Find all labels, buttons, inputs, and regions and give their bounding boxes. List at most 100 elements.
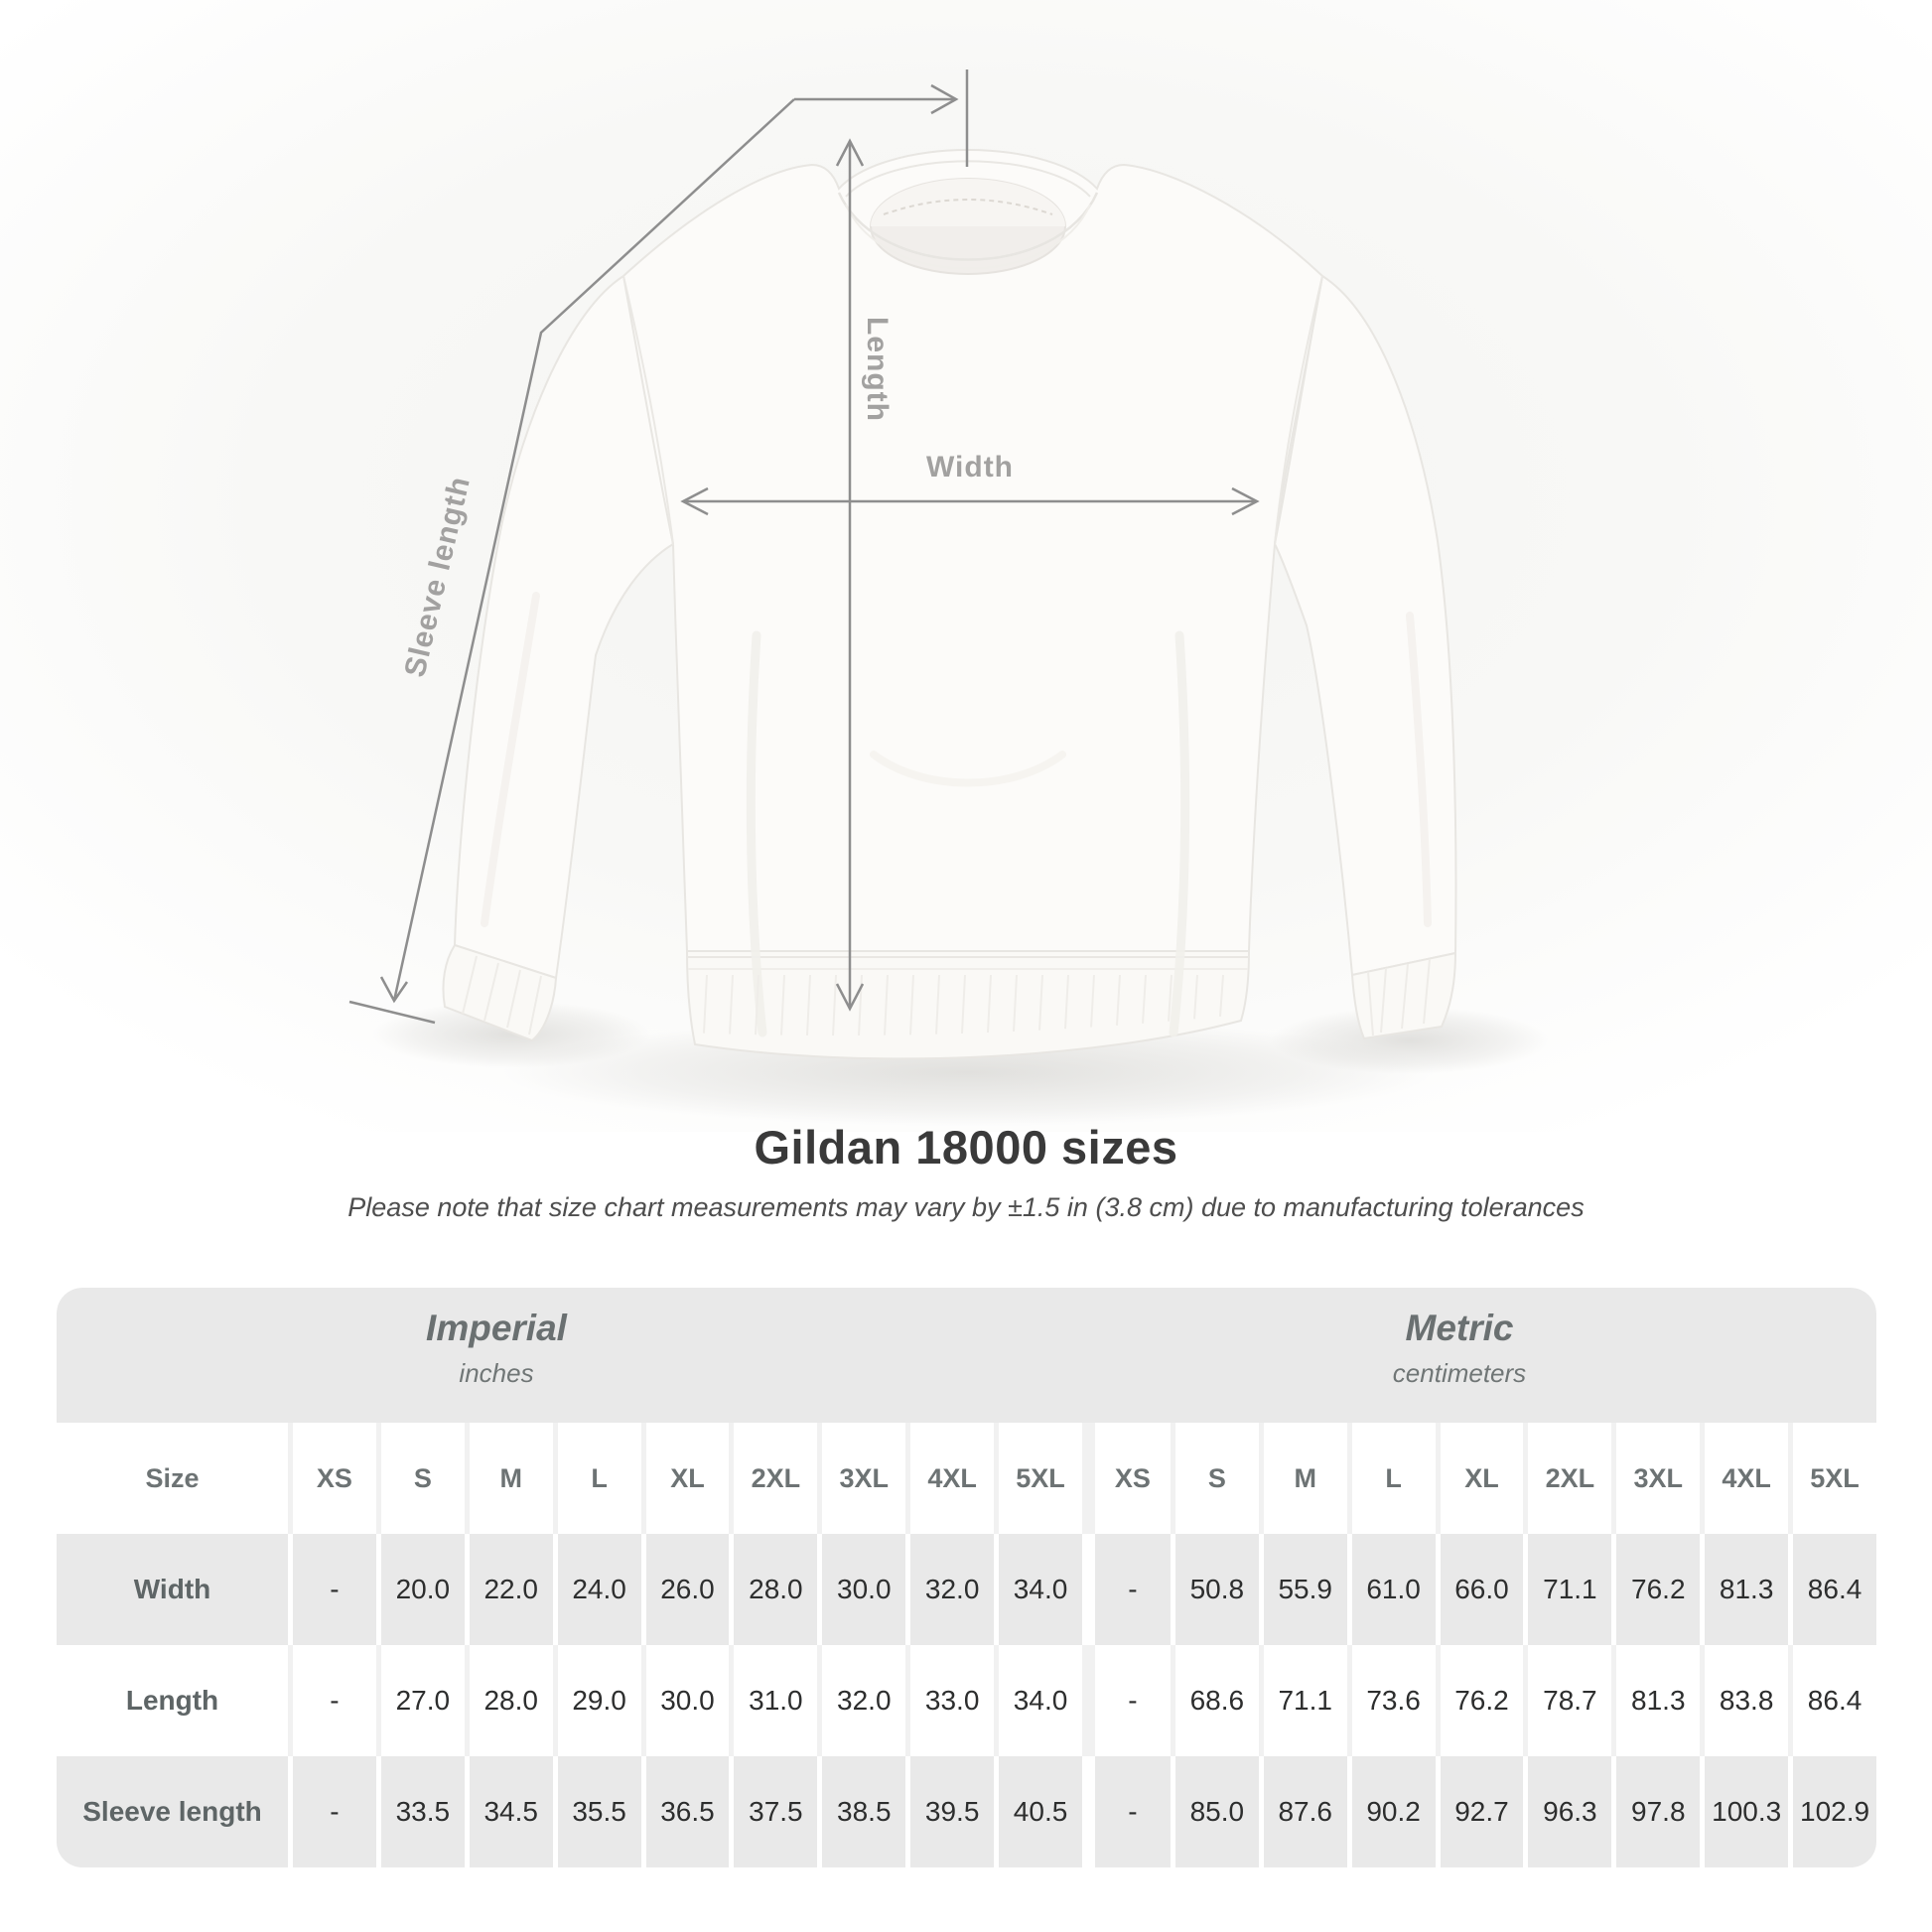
sleeve-arrowhead-icon	[379, 976, 409, 1004]
cell-width-imperial-s: 20.0	[375, 1534, 465, 1645]
col-header-3xl-imperial: 3XL	[817, 1423, 906, 1534]
collar-body-stitch	[845, 204, 1091, 270]
cell-width-metric-l: 61.0	[1346, 1534, 1436, 1645]
row-label-width: Width	[57, 1534, 288, 1645]
metric-label: Metric	[1405, 1308, 1514, 1348]
col-header-4xl-metric: 4XL	[1700, 1423, 1789, 1534]
col-header-5xl-metric: 5XL	[1788, 1423, 1876, 1534]
cell-width-imperial-5xl: 34.0	[994, 1534, 1082, 1645]
hem-rib-line	[729, 974, 734, 1035]
cell-width-imperial-3xl: 30.0	[817, 1534, 906, 1645]
col-header-3xl-metric: 3XL	[1611, 1423, 1701, 1534]
hem-ribs	[703, 974, 1224, 1036]
imperial-unit: inches	[459, 1358, 534, 1388]
cell-sleeve-length-metric-2xl: 96.3	[1523, 1756, 1612, 1867]
size-table-grid: Size XS S M L XL 2XL 3XL 4XL 5XL XS S M L XL 2XL 3XL 4XL 5…	[57, 1423, 1876, 1867]
col-header-l-metric: L	[1346, 1423, 1436, 1534]
col-header-l-imperial: L	[552, 1423, 641, 1534]
hem-rib-line	[780, 974, 785, 1035]
cell-length-imperial-2xl: 31.0	[729, 1645, 818, 1756]
cell-length-metric-xl: 76.2	[1435, 1645, 1524, 1756]
collar-back-panel	[871, 179, 1065, 226]
cell-width-imperial-xl: 26.0	[640, 1534, 730, 1645]
caption-block: Gildan 18000 sizes Please note that size…	[0, 1120, 1932, 1223]
hem-rib-line	[1168, 974, 1173, 1022]
hem-rib-line	[1142, 974, 1147, 1024]
cell-sleeve-length-metric-m: 87.6	[1258, 1756, 1347, 1867]
col-header-4xl-imperial: 4XL	[905, 1423, 995, 1534]
right-cuff	[1350, 951, 1457, 1040]
col-header-5xl-imperial: 5XL	[994, 1423, 1082, 1534]
row-label-sleeve-length: Sleeve length	[57, 1756, 288, 1867]
row-label-length: Length	[57, 1645, 288, 1756]
cell-length-imperial-3xl: 32.0	[817, 1645, 906, 1756]
cell-length-imperial-l: 29.0	[552, 1645, 641, 1756]
cell-sleeve-length-imperial-xl: 36.5	[640, 1756, 730, 1867]
length-label: Length	[861, 317, 894, 422]
cell-length-imperial-m: 28.0	[464, 1645, 553, 1756]
cell-width-imperial-l: 24.0	[552, 1534, 641, 1645]
right-arrowhead-icon	[930, 83, 959, 115]
sleeve-length-line	[392, 98, 795, 1002]
hem-rib-line	[1193, 974, 1198, 1020]
hem-rib-line	[1064, 974, 1069, 1030]
imperial-label: Imperial	[426, 1308, 567, 1348]
cell-sleeve-length-imperial-2xl: 37.5	[729, 1756, 818, 1867]
col-header-xl-imperial: XL	[640, 1423, 730, 1534]
hem-rib-line	[1219, 974, 1224, 1017]
cell-width-imperial-4xl: 32.0	[905, 1534, 995, 1645]
cell-length-metric-4xl: 83.8	[1700, 1645, 1789, 1756]
fold-right	[1169, 630, 1190, 1037]
length-up-arrowhead-icon	[835, 138, 865, 167]
cell-width-imperial-2xl: 28.0	[729, 1534, 818, 1645]
size-column-header: Size	[57, 1423, 288, 1534]
cell-sleeve-length-metric-5xl: 102.9	[1788, 1756, 1876, 1867]
cell-sleeve-length-imperial-5xl: 40.5	[994, 1756, 1082, 1867]
width-label: Width	[926, 451, 1014, 483]
cell-length-metric-s: 68.6	[1170, 1645, 1259, 1756]
col-header-m-metric: M	[1258, 1423, 1347, 1534]
cell-sleeve-length-metric-xl: 92.7	[1435, 1756, 1524, 1867]
size-table: Imperial inches Metric centimeters Size X…	[57, 1288, 1876, 1867]
col-header-2xl-metric: 2XL	[1523, 1423, 1612, 1534]
cell-length-metric-5xl: 86.4	[1788, 1645, 1876, 1756]
cell-width-metric-xs: -	[1081, 1534, 1171, 1645]
unit-group-band: Imperial inches Metric centimeters	[57, 1288, 1876, 1423]
width-left-arrowhead-icon	[680, 486, 709, 516]
left-cuff-shadow	[372, 1001, 650, 1068]
cell-width-metric-3xl: 76.2	[1611, 1534, 1701, 1645]
col-header-2xl-imperial: 2XL	[729, 1423, 818, 1534]
cuff-ribs	[462, 955, 1431, 1036]
collar	[837, 160, 1099, 275]
tolerance-note: Please note that size chart measurements…	[347, 1192, 1585, 1222]
cell-length-metric-m: 71.1	[1258, 1645, 1347, 1756]
cell-width-metric-s: 50.8	[1170, 1534, 1259, 1645]
right-cuff-shadow	[1271, 1007, 1549, 1074]
collar-body-seam	[837, 192, 1099, 261]
cell-sleeve-length-metric-l: 90.2	[1346, 1756, 1436, 1867]
cell-sleeve-length-metric-s: 85.0	[1170, 1756, 1259, 1867]
length-down-arrowhead-icon	[835, 983, 865, 1012]
measurement-lines	[348, 69, 1260, 1025]
hem-rib-line	[1090, 974, 1095, 1028]
cell-width-metric-2xl: 71.1	[1523, 1534, 1612, 1645]
body-panel	[621, 149, 1324, 952]
cell-length-imperial-5xl: 34.0	[994, 1645, 1082, 1756]
hem-rib-line	[806, 974, 811, 1035]
cell-sleeve-length-metric-4xl: 100.3	[1700, 1756, 1789, 1867]
col-header-xs-imperial: XS	[288, 1423, 376, 1534]
hem-rib-line	[961, 974, 966, 1035]
metric-group-header: Metric centimeters	[1142, 1288, 1777, 1389]
hem-rib-line	[1116, 974, 1121, 1026]
left-cuff	[442, 943, 558, 1042]
cell-width-metric-5xl: 86.4	[1788, 1534, 1876, 1645]
hem-band	[685, 950, 1251, 1060]
cell-sleeve-length-metric-xs: -	[1081, 1756, 1171, 1867]
cell-sleeve-length-metric-3xl: 97.8	[1611, 1756, 1701, 1867]
hem-rib-line	[1013, 974, 1018, 1032]
cell-width-metric-4xl: 81.3	[1700, 1534, 1789, 1645]
collar-back-seam	[883, 199, 1053, 215]
col-header-s-metric: S	[1170, 1423, 1259, 1534]
cell-sleeve-length-imperial-m: 34.5	[464, 1756, 553, 1867]
cell-sleeve-length-imperial-xs: -	[288, 1756, 376, 1867]
